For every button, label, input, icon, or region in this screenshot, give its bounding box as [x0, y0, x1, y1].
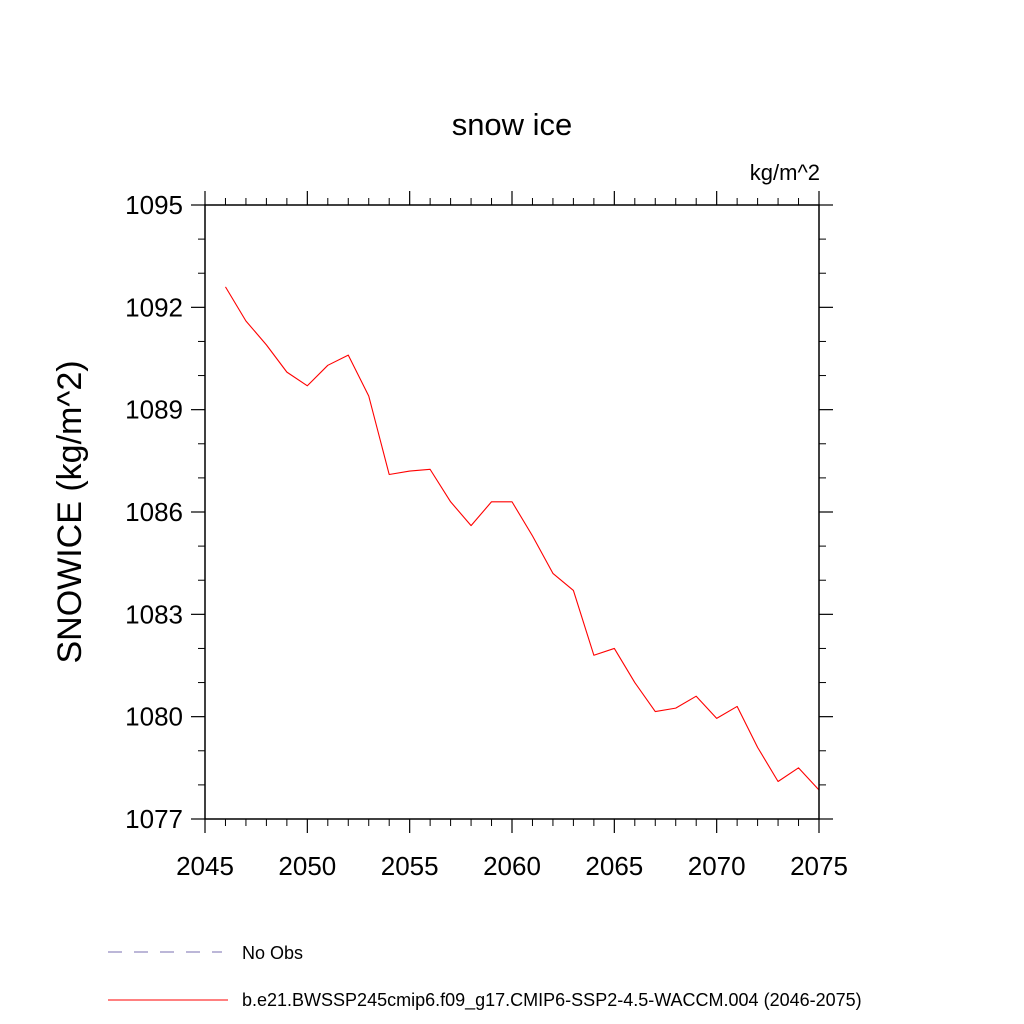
series-layer: [224, 286, 820, 791]
y-axis-label: SNOWICE (kg/m^2): [51, 360, 89, 663]
units-label: kg/m^2: [750, 160, 820, 185]
x-tick-label: 2060: [483, 851, 541, 881]
x-tick-label: 2065: [585, 851, 643, 881]
x-tick-label: 2055: [381, 851, 439, 881]
y-tick-label: 1086: [125, 497, 183, 527]
y-tick-label: 1089: [125, 395, 183, 425]
y-tick-label: 1083: [125, 599, 183, 629]
x-tick-label: 2050: [278, 851, 336, 881]
x-tick-label: 2045: [176, 851, 234, 881]
y-tick-label: 1095: [125, 190, 183, 220]
series-line-0: [224, 286, 820, 791]
chart-title: snow ice: [452, 107, 573, 142]
legend-label-model: b.e21.BWSSP245cmip6.f09_g17.CMIP6-SSP2-4…: [242, 990, 862, 1011]
legend-label-no-obs: No Obs: [242, 943, 303, 963]
legend: No Obs b.e21.BWSSP245cmip6.f09_g17.CMIP6…: [108, 943, 862, 1011]
x-tick-label: 2075: [790, 851, 848, 881]
ticks-layer: 2045 2050 2055 2060 2065 2070 2075 1077 1080 1083…: [125, 190, 848, 881]
y-tick-label: 1077: [125, 804, 183, 834]
y-tick-label: 1080: [125, 702, 183, 732]
plot-frame: [204, 204, 820, 820]
y-tick-label: 1092: [125, 292, 183, 322]
x-tick-label: 2070: [688, 851, 746, 881]
